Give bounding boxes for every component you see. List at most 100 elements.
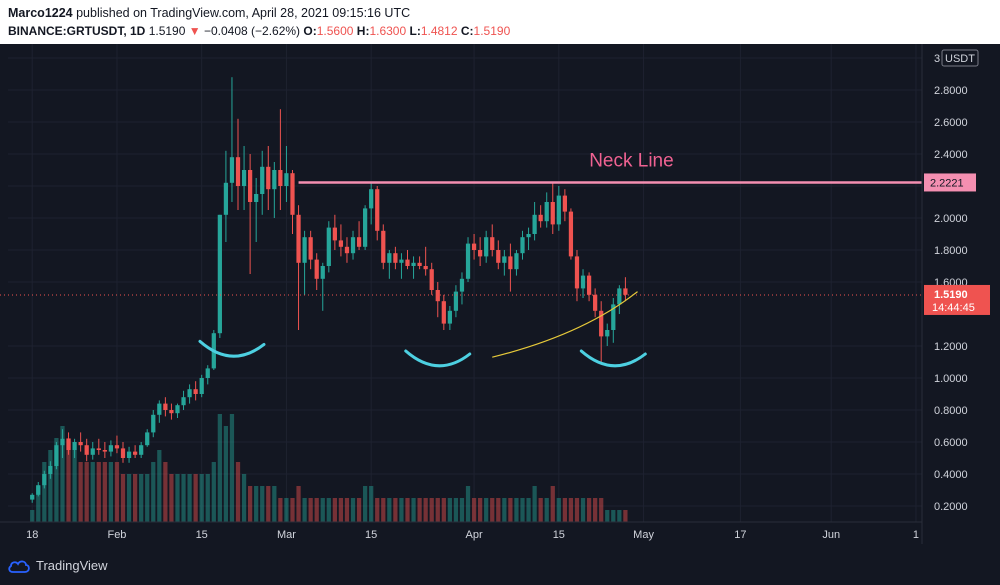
candle-body: [145, 432, 150, 446]
candle-body: [36, 485, 41, 495]
candle-body: [484, 237, 489, 257]
last-price: 1.5190: [148, 24, 186, 38]
volume-bar: [72, 450, 77, 522]
volume-bar: [193, 474, 198, 522]
publish-line: Marco1224 published on TradingView.com, …: [8, 6, 410, 20]
volume-bar: [441, 498, 446, 522]
volume-bar: [102, 462, 107, 522]
cup-annotation: [198, 339, 266, 358]
volume-bar: [199, 474, 204, 522]
volume-bar: [169, 474, 174, 522]
volume-bar: [508, 498, 513, 522]
y-tick-label: 2.4000: [934, 149, 968, 161]
y-tick-label: 0.4000: [934, 469, 968, 481]
volume-bar: [580, 498, 586, 522]
currency-label: USDT: [945, 53, 975, 65]
volume-bar: [120, 474, 126, 522]
x-tick-label: May: [633, 529, 654, 541]
volume-bar: [544, 498, 549, 522]
volume-bar: [429, 498, 434, 522]
y-tick-label: 2.8000: [934, 85, 968, 97]
candle-body: [490, 237, 495, 250]
candle-body: [90, 448, 95, 455]
volume-bar: [96, 462, 101, 522]
volume-bar: [363, 486, 368, 522]
volume-bar: [205, 474, 210, 522]
x-tick-label: 15: [553, 529, 565, 541]
volume-bar: [223, 426, 229, 522]
volume-bar: [453, 498, 459, 522]
volume-bar: [260, 486, 265, 522]
candle-body: [617, 288, 622, 305]
candle-body: [54, 445, 59, 466]
author-name[interactable]: Marco1224: [8, 6, 73, 20]
candle-body: [163, 403, 168, 410]
candle-body: [447, 310, 452, 324]
candle-body: [568, 211, 574, 257]
candle-body: [562, 195, 567, 212]
volume-bar: [393, 498, 398, 522]
candle-body: [157, 403, 162, 415]
candle-body: [181, 397, 186, 406]
volume-bar: [478, 498, 483, 522]
candle-body: [502, 256, 507, 263]
tradingview-brand: TradingView: [36, 558, 108, 573]
volume-bar: [611, 510, 616, 522]
last-price-text: 1.5190: [934, 289, 968, 301]
candle-body: [151, 414, 156, 433]
candle-body: [248, 170, 253, 202]
volume-bar: [145, 474, 150, 522]
volume-bar: [556, 498, 561, 522]
low-value: 1.4812: [420, 24, 458, 38]
volume-bar: [502, 498, 507, 522]
candle-body: [538, 214, 543, 222]
candle-body: [78, 442, 83, 446]
tradingview-logo[interactable]: TradingView: [8, 558, 108, 573]
candle-body: [514, 253, 519, 270]
candle-body: [332, 227, 337, 241]
currency-box: [941, 49, 979, 67]
neckline-price-tag: [924, 173, 976, 192]
candle-body: [508, 256, 513, 270]
close-label: C:: [460, 24, 474, 38]
x-tick-label: Feb: [107, 529, 126, 541]
candle-body: [30, 494, 35, 500]
y-tick-label: 2.0000: [934, 213, 968, 225]
volume-bar: [417, 498, 422, 522]
volume-bar: [405, 498, 410, 522]
volume-bar: [375, 498, 380, 522]
volume-bar: [139, 474, 144, 522]
candle-body: [478, 250, 483, 257]
volume-bar: [151, 462, 156, 522]
volume-bar: [369, 486, 374, 522]
volume-bar: [465, 486, 471, 522]
candle-body: [84, 445, 89, 455]
candle-body: [532, 214, 537, 234]
candle-body: [296, 214, 301, 263]
candle-body: [423, 266, 428, 270]
volume-bar: [36, 486, 41, 522]
open-label: O:: [303, 24, 317, 38]
volume-bar: [78, 462, 83, 522]
volume-bars: [30, 414, 628, 522]
last-price-tag: [924, 284, 990, 315]
countdown-text: 14:44:45: [932, 302, 975, 314]
price-axis[interactable]: 32.80002.60002.40002.20002.00001.80001.6…: [921, 44, 990, 544]
symbol-name[interactable]: BINANCE:GRTUSDT, 1D: [8, 24, 146, 38]
time-axis[interactable]: 18 Feb 15 Mar 15 Apr 15 May 17 Jun 1: [0, 521, 922, 541]
volume-bar: [66, 438, 71, 522]
price-chart[interactable]: Neck Line 32.80002.60002.40002.20002.000…: [0, 44, 1000, 550]
candle-body: [550, 202, 555, 225]
volume-bar: [90, 462, 95, 522]
volume-bar: [538, 498, 543, 522]
volume-bar: [272, 486, 277, 522]
volume-bar: [163, 462, 168, 522]
candle-body: [411, 262, 416, 266]
candle-body: [599, 310, 604, 337]
volume-bar: [623, 510, 628, 522]
volume-bar: [514, 498, 519, 522]
volume-bar: [496, 498, 501, 522]
volume-bar: [326, 498, 331, 522]
candle-body: [369, 189, 374, 209]
candle-body: [350, 237, 356, 254]
